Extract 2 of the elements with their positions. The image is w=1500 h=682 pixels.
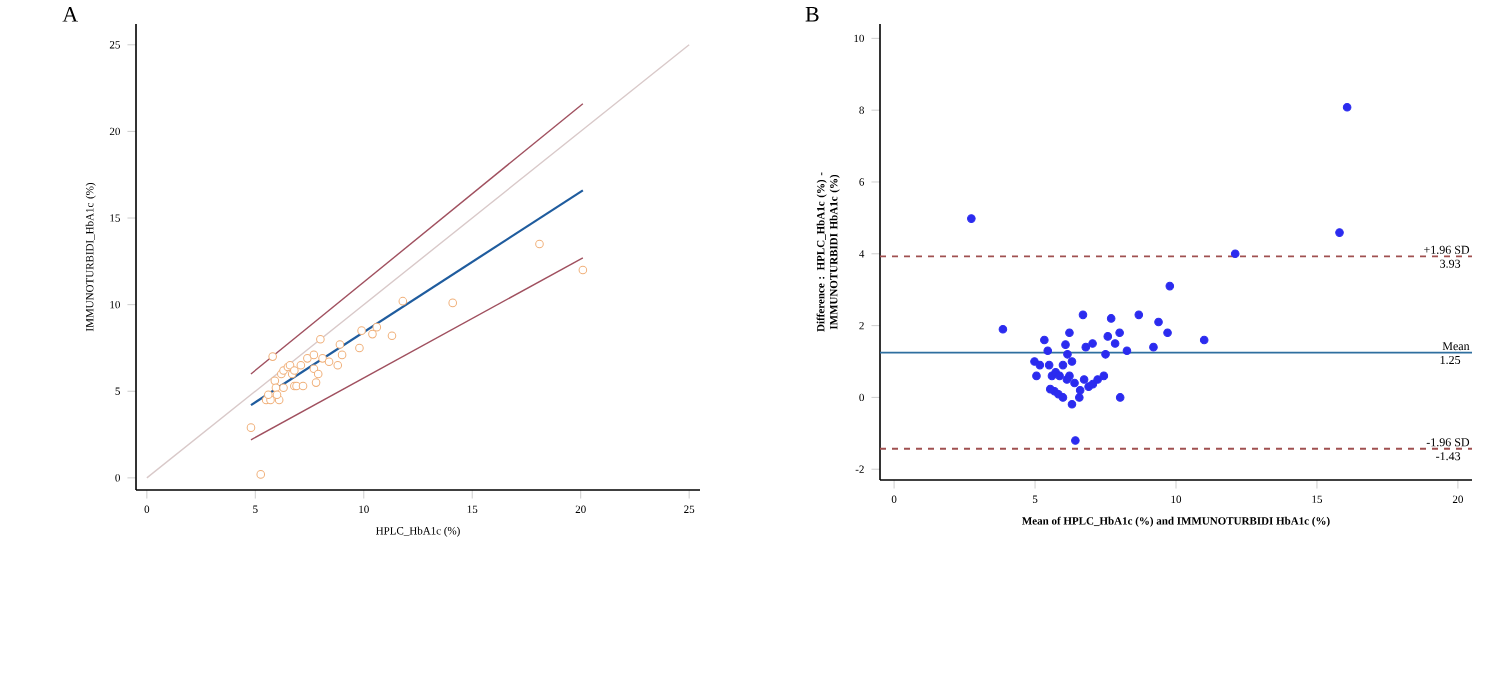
chart-title: B xyxy=(805,7,819,22)
chart-title: A xyxy=(62,7,79,22)
